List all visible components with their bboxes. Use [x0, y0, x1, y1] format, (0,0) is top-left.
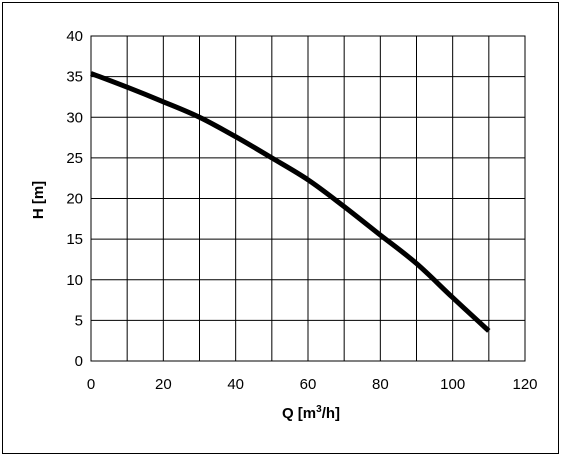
x-tick-label: 80 — [372, 376, 389, 393]
x-axis-label-tail: /h] — [322, 405, 340, 422]
plot-area-border — [90, 35, 526, 362]
y-tick-label: 30 — [66, 109, 83, 126]
x-tick-label: 60 — [300, 376, 317, 393]
y-tick-label: 15 — [66, 231, 83, 248]
y-tick-label: 20 — [66, 191, 83, 208]
x-axis-label-main: Q [m — [282, 405, 316, 422]
x-tick-label: 120 — [512, 376, 537, 393]
y-tick-label: 40 — [66, 28, 83, 45]
y-tick-label: 25 — [66, 150, 83, 167]
y-axis-label: H [m] — [30, 181, 47, 219]
y-tick-label: 35 — [66, 69, 83, 86]
series-line — [90, 71, 491, 333]
x-axis-label-sup: 3 — [316, 404, 322, 415]
y-tick-label: 0 — [75, 353, 83, 370]
x-tick-labels: 0 20 40 60 80 100 120 — [87, 376, 538, 393]
x-tick-label: 100 — [440, 376, 465, 393]
y-tick-labels: 0 5 10 15 20 25 30 35 40 — [66, 28, 83, 370]
y-tick-label: 5 — [75, 312, 83, 329]
y-tick-label: 10 — [66, 272, 83, 289]
x-tick-label: 20 — [155, 376, 172, 393]
grid-lines — [90, 35, 526, 362]
x-tick-label: 0 — [87, 376, 95, 393]
x-axis-label: Q [m3/h] — [282, 404, 340, 422]
x-tick-label: 40 — [227, 376, 244, 393]
